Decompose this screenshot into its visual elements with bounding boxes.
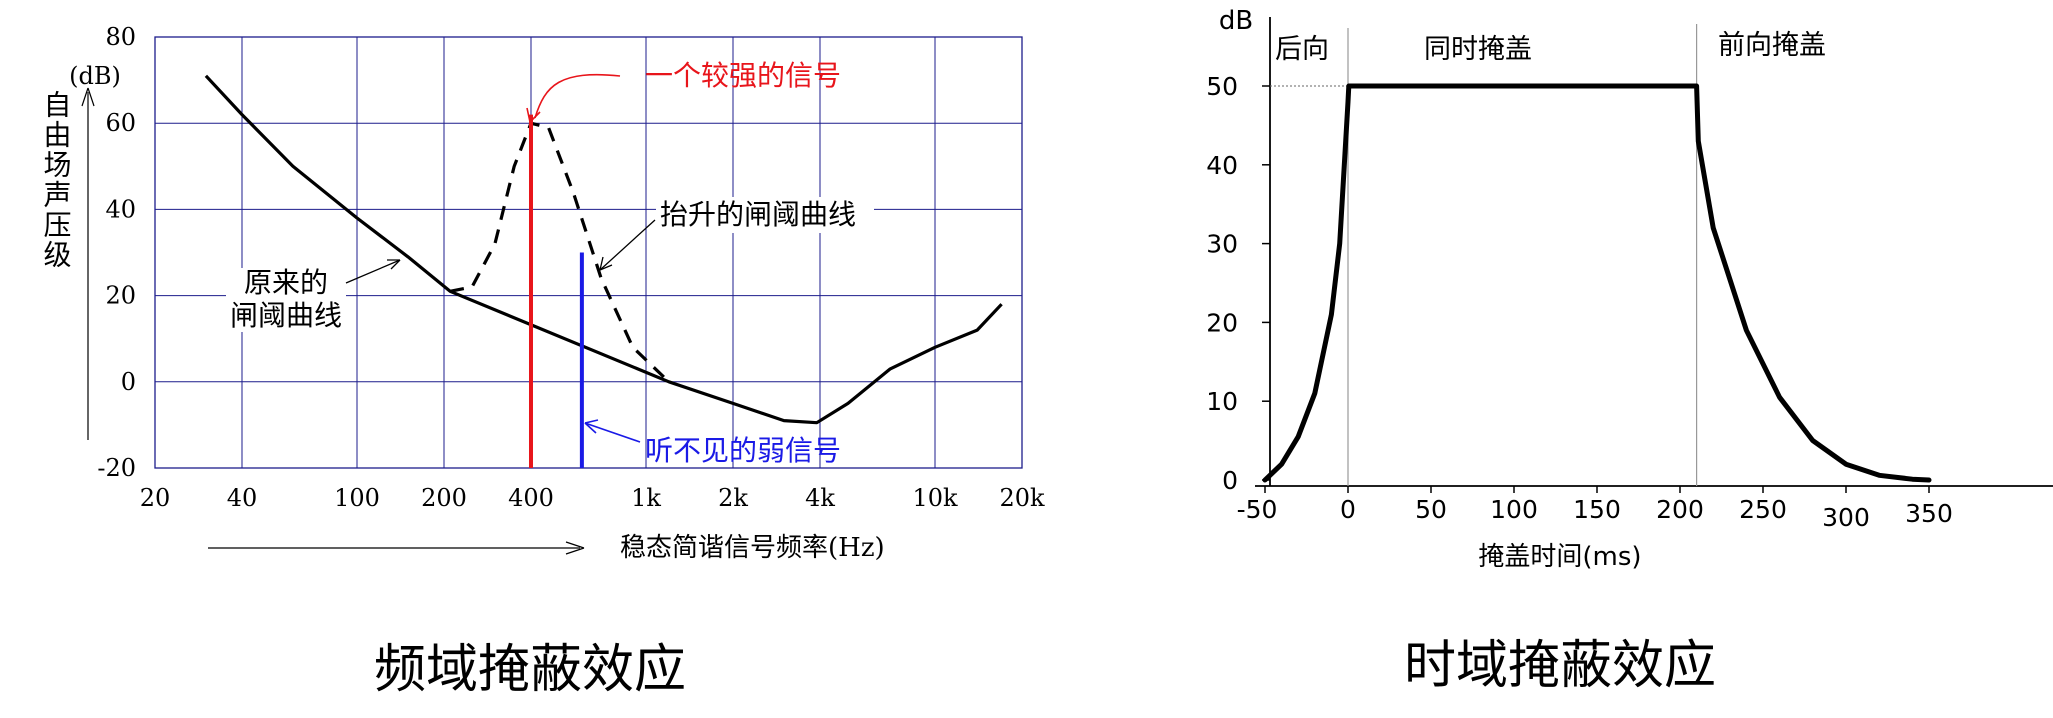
x-axis-label: 稳态简谐信号频率(Hz) (620, 533, 885, 563)
time-chart-axis-labels: dB 掩盖时间(ms) (1219, 6, 1642, 572)
strong-signal-arrowhead (526, 107, 541, 123)
weak-signal-pointer (584, 422, 641, 443)
x-tick-label: 350 (1905, 499, 1953, 528)
freq-chart-title: 频域掩蔽效应 (374, 640, 686, 700)
x-tick-label: 2k (718, 484, 748, 512)
raised-curve-label-bg (656, 197, 874, 233)
x-tick-label: 250 (1739, 495, 1787, 524)
x-tick-label: 1k (631, 484, 661, 512)
x-tick-label: 0 (1340, 495, 1356, 524)
y-tick-label: 20 (1206, 308, 1238, 337)
time-chart-series (1262, 83, 1932, 483)
x-tick-label: 40 (227, 484, 258, 512)
y-axis-unit: (dB) (69, 62, 121, 90)
raised-threshold-curve (449, 121, 671, 383)
y-tick-label: 10 (1206, 387, 1238, 416)
y-axis-arrowhead (81, 87, 95, 107)
strong-signal-label: 一个较强的信号 (645, 59, 841, 92)
x-tick-label: 50 (1415, 495, 1447, 524)
freq-chart-grid (154, 36, 1023, 469)
x-tick-label: 100 (334, 484, 380, 512)
y-tick-label: 80 (105, 23, 136, 51)
x-tick-label: 100 (1490, 495, 1538, 524)
region-label-forward: 前向掩盖 (1718, 30, 1826, 61)
y-tick-label: -20 (97, 454, 136, 482)
time-chart-regions: 后向 同时掩盖 前向掩盖 (1275, 30, 1826, 65)
plot-frame (154, 36, 1023, 469)
original-curve-label-line-2: 闸阈曲线 (230, 299, 342, 332)
x-tick-label: 20 (140, 484, 171, 512)
x-tick-label: 200 (1656, 495, 1704, 524)
weak-signal-label: 听不见的弱信号 (645, 434, 841, 467)
y-tick-label: 30 (1206, 230, 1238, 259)
y-axis-label: dB (1219, 6, 1253, 36)
freq-chart-series (204, 74, 1003, 425)
region-label-backward: 后向 (1275, 34, 1329, 65)
x-tick-label: 200 (421, 484, 467, 512)
y-tick-label: 20 (105, 282, 136, 310)
x-tick-label: 150 (1573, 495, 1621, 524)
original-curve-label-line-1: 原来的 (244, 266, 328, 299)
y-tick-label: 40 (105, 195, 136, 223)
original-threshold-curve (204, 74, 1003, 425)
y-axis-label: 自由场声压级 (40, 90, 73, 270)
freq-chart-tick-labels: 20 40 100 200 400 1k 2k 4k 10k 20k -20 0 20 40 60 80 (97, 23, 1045, 512)
x-axis-arrowhead (565, 541, 585, 555)
masking-curve (1262, 83, 1932, 483)
raised-curve-pointer (599, 219, 656, 271)
x-tick-label: 400 (508, 484, 554, 512)
y-tick-label: 0 (1222, 466, 1238, 495)
y-tick-label: 0 (121, 368, 136, 396)
y-tick-label: 50 (1206, 72, 1238, 101)
x-tick-label: -50 (1237, 495, 1278, 524)
x-axis-label: 掩盖时间(ms) (1478, 542, 1641, 572)
raised-curve-label: 抬升的闸阈曲线 (660, 198, 856, 231)
time-chart-title: 时域掩蔽效应 (1404, 636, 1716, 696)
frequency-masking-chart: 20 40 100 200 400 1k 2k 4k 10k 20k -20 0 20 40 60 80 一个… (40, 23, 1045, 700)
x-tick-label: 4k (805, 484, 835, 512)
strong-signal-pointer (534, 73, 621, 119)
y-tick-label: 60 (105, 109, 136, 137)
x-tick-label: 10k (912, 484, 958, 512)
original-curve-arrowhead (387, 259, 401, 270)
original-curve-label-bg (226, 268, 346, 332)
x-tick-label: 300 (1822, 503, 1870, 532)
original-curve-pointer (345, 259, 401, 284)
region-label-simultaneous: 同时掩盖 (1424, 34, 1532, 65)
raised-curve-arrowhead (599, 256, 613, 271)
y-tick-label: 40 (1206, 151, 1238, 180)
x-tick-label: 20k (999, 484, 1045, 512)
weak-signal-arrowhead (584, 419, 599, 434)
